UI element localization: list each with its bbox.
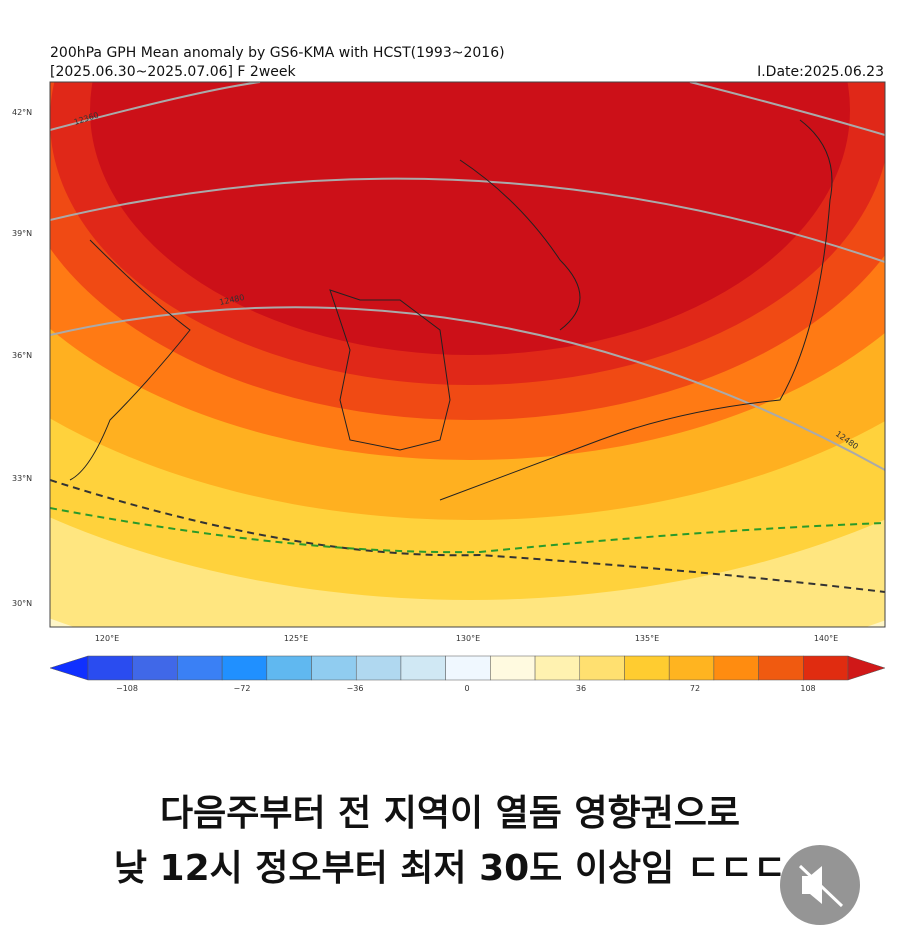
colorbar-segment [311,655,357,681]
colorbar-tick-label: 36 [576,684,586,693]
colorbar-segment [49,655,89,681]
map-title: 200hPa GPH Mean anomaly by GS6-KMA with … [50,45,505,61]
anomaly-field [50,82,885,627]
colorbar [49,655,886,681]
colorbar-segment [132,655,178,681]
mute-button[interactable] [780,845,860,925]
colorbar-segment [355,655,402,681]
colorbar-segment [534,655,581,681]
colorbar-segment [87,655,133,681]
colorbar-segment [847,655,886,681]
colorbar-segment [445,655,491,681]
colorbar-segment [713,655,759,681]
colorbar-segment [266,655,312,681]
colorbar-tick-label: −72 [234,684,251,693]
map-frame [49,81,886,628]
colorbar-segment [221,655,268,681]
colorbar-segment [177,655,223,681]
colorbar-segment [490,655,536,681]
caption-line: 낮 12시 정오부터 최저 30도 이상임 ㄷㄷㄷ [114,848,786,889]
issue-date: I.Date:2025.06.23 [757,64,884,80]
lat-label: 36°N [12,351,32,360]
colorbar-tick-label: −36 [347,684,364,693]
lat-label: 39°N [12,229,32,238]
caption-line: 다음주부터 전 지역이 열돔 영향권으로 [160,793,740,834]
lon-label: 120°E [95,634,119,643]
colorbar-tick-label: 108 [800,684,815,693]
lon-label: 130°E [456,634,480,643]
lat-label: 33°N [12,474,32,483]
map-subtitle: [2025.06.30~2025.07.06] F 2week [50,64,297,80]
colorbar-segment [668,655,715,681]
colorbar-segment [624,655,670,681]
colorbar-segment [400,655,446,681]
colorbar-segment [579,655,625,681]
colorbar-segment [803,655,849,681]
colorbar-tick-label: −108 [116,684,138,693]
lon-label: 125°E [284,634,308,643]
lon-label: 135°E [635,634,659,643]
colorbar-tick-label: 72 [690,684,700,693]
colorbar-tick-label: 0 [464,684,469,693]
lat-label: 30°N [12,599,32,608]
colorbar-segment [758,655,804,681]
lat-label: 42°N [12,108,32,117]
lon-label: 140°E [814,634,838,643]
